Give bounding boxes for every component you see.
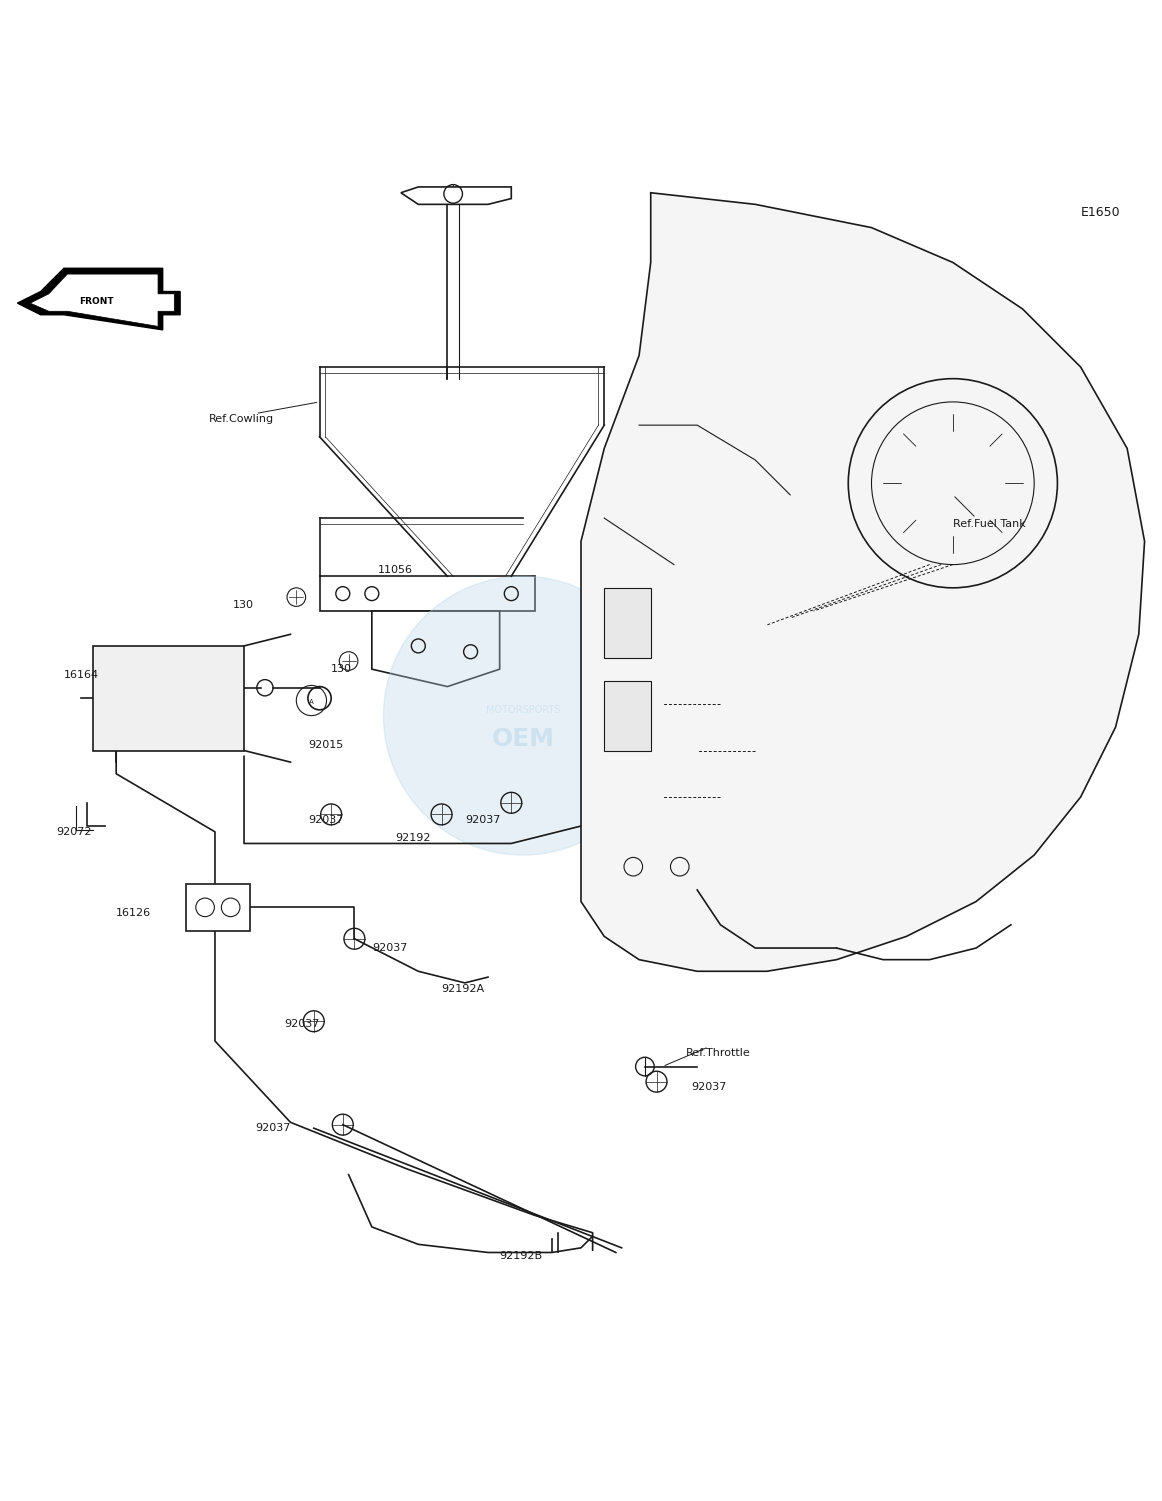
Text: 16164: 16164	[64, 669, 99, 680]
Text: MOTORSPORTS: MOTORSPORTS	[486, 705, 560, 714]
Text: 92192A: 92192A	[442, 983, 485, 994]
Bar	[604, 588, 651, 657]
Text: Ref.Fuel Tank: Ref.Fuel Tank	[953, 519, 1026, 528]
Circle shape	[383, 576, 662, 856]
Bar	[604, 681, 651, 750]
Text: 92192B: 92192B	[500, 1250, 543, 1261]
Polygon shape	[616, 844, 697, 890]
Text: 92192: 92192	[395, 833, 431, 842]
Text: 130: 130	[331, 663, 352, 674]
Text: 92037: 92037	[308, 815, 343, 826]
Text: 92037: 92037	[691, 1082, 726, 1093]
Text: 92037: 92037	[372, 943, 407, 953]
Polygon shape	[581, 192, 1145, 971]
Text: Ref.Cowling: Ref.Cowling	[209, 414, 274, 425]
Text: 11056: 11056	[378, 566, 413, 575]
Text: 92015: 92015	[308, 740, 343, 749]
Text: A: A	[309, 698, 314, 704]
Text: 92037: 92037	[285, 1019, 320, 1028]
Text: 92072: 92072	[56, 827, 92, 838]
Text: 92037: 92037	[465, 815, 500, 826]
Text: E1650: E1650	[1081, 206, 1120, 219]
Text: OEM: OEM	[492, 726, 554, 750]
Polygon shape	[401, 188, 511, 204]
Polygon shape	[320, 576, 535, 611]
Polygon shape	[17, 269, 180, 330]
Bar	[186, 884, 250, 931]
Text: FRONT: FRONT	[79, 297, 114, 306]
Bar	[93, 645, 244, 750]
Text: Ref.Throttle: Ref.Throttle	[686, 1048, 751, 1058]
Text: 130: 130	[232, 600, 253, 611]
Polygon shape	[372, 611, 500, 686]
Text: 16126: 16126	[116, 908, 151, 919]
Text: 92037: 92037	[256, 1123, 290, 1133]
Polygon shape	[30, 275, 174, 326]
